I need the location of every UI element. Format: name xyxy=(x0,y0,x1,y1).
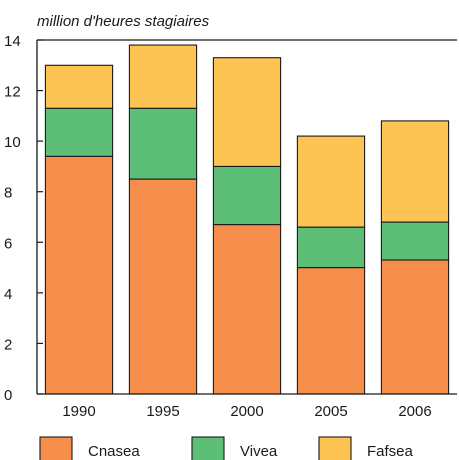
bar-fafsea-2005 xyxy=(297,136,364,227)
y-axis-label: million d'heures stagiaires xyxy=(37,13,210,30)
bar-cnasea-1990 xyxy=(45,156,112,394)
legend: Cnasea Vivea Fafsea xyxy=(40,437,414,460)
bar-fafsea-2000 xyxy=(213,58,280,167)
y-tick-label: 4 xyxy=(4,286,12,303)
bar-vivea-2006 xyxy=(381,222,448,260)
bar-cnasea-2006 xyxy=(381,260,448,394)
legend-swatch-vivea xyxy=(192,437,224,460)
bar-cnasea-1995 xyxy=(129,179,196,394)
legend-label-vivea: Vivea xyxy=(240,443,278,460)
y-tick-label: 2 xyxy=(4,336,12,353)
x-tick-label: 2006 xyxy=(398,403,431,420)
legend-swatch-cnasea xyxy=(40,437,72,460)
y-tick-label: 10 xyxy=(4,134,21,151)
bar-vivea-1995 xyxy=(129,108,196,179)
x-tick-label: 2005 xyxy=(314,403,347,420)
bar-cnasea-2005 xyxy=(297,268,364,394)
bar-cnasea-2000 xyxy=(213,225,280,394)
x-tick-label: 1995 xyxy=(146,403,179,420)
bar-fafsea-1995 xyxy=(129,45,196,108)
bar-vivea-2000 xyxy=(213,166,280,224)
bar-vivea-1990 xyxy=(45,108,112,156)
bar-fafsea-1990 xyxy=(45,65,112,108)
x-tick-label: 2000 xyxy=(230,403,263,420)
bar-fafsea-2006 xyxy=(381,121,448,222)
bars-layer xyxy=(45,45,448,394)
bar-vivea-2005 xyxy=(297,227,364,267)
y-tick-label: 8 xyxy=(4,185,12,202)
y-tick-label: 14 xyxy=(4,33,21,50)
x-tick-label: 1990 xyxy=(62,403,95,420)
legend-label-cnasea: Cnasea xyxy=(88,443,140,460)
y-tick-label: 6 xyxy=(4,235,12,252)
legend-label-fafsea: Fafsea xyxy=(367,443,414,460)
legend-swatch-fafsea xyxy=(319,437,351,460)
y-tick-label: 12 xyxy=(4,84,21,101)
y-tick-label: 0 xyxy=(4,387,12,404)
x-axis-labels: 1990 1995 2000 2005 2006 xyxy=(62,403,431,420)
